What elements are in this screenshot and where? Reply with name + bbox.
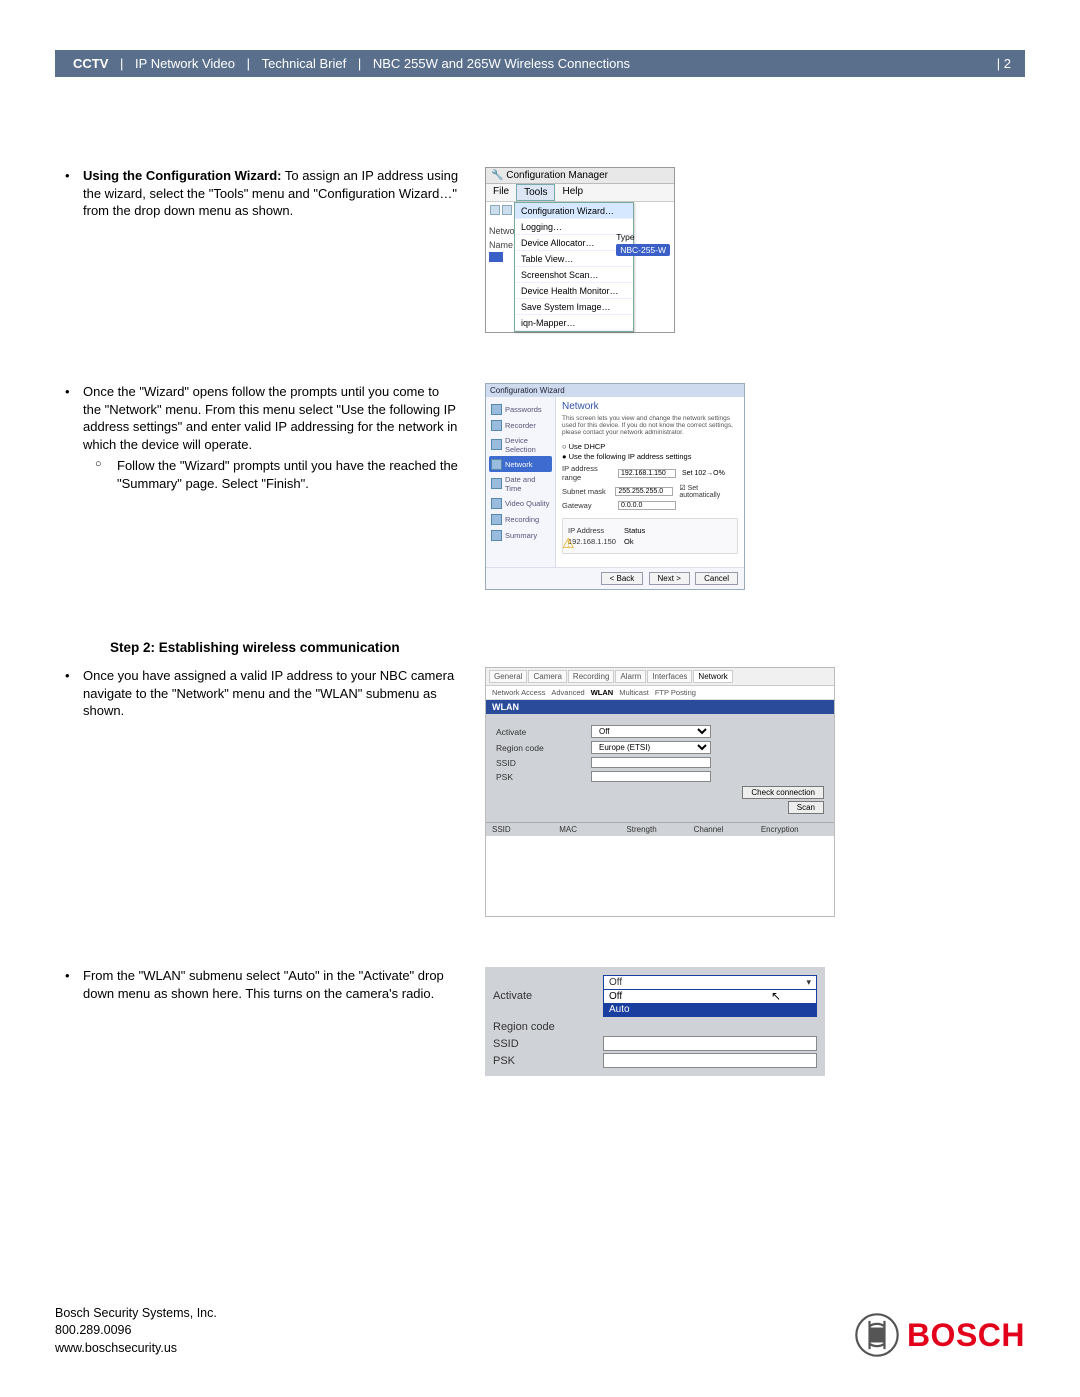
step2-heading: Step 2: Establishing wireless communicat… [110,640,1025,655]
dd-device-health[interactable]: Device Health Monitor… [515,283,633,299]
fig-config-manager: 🔧 Configuration Manager File Tools Help … [485,167,675,333]
ip-input[interactable] [618,469,676,478]
bosch-logo: BOSCH [855,1313,1025,1357]
page-number: | 2 [997,56,1011,71]
page-header: CCTV | IP Network Video | Technical Brie… [55,50,1025,77]
sidebar-network[interactable]: Network [489,456,552,472]
footer-phone: 800.289.0096 [55,1322,217,1340]
psk-input[interactable] [591,771,711,782]
fig-wlan-panel: GeneralCameraRecordingAlarmInterfacesNet… [485,667,835,917]
region-select[interactable]: Europe (ETSI) [591,741,711,754]
dd-save-system[interactable]: Save System Image… [515,299,633,315]
activate-options[interactable]: Off Auto [603,990,817,1017]
bullet-wlan-submenu: Once you have assigned a valid IP addres… [83,667,460,720]
dd-config-wizard[interactable]: Configuration Wizard… [515,203,633,219]
bullet-network-wizard: Once the "Wizard" opens follow the promp… [83,383,460,492]
sub-tabs[interactable]: Network AccessAdvancedWLANMulticastFTP P… [486,686,834,700]
subtab-wlan[interactable]: WLAN [588,688,617,697]
main-tabs[interactable]: GeneralCameraRecordingAlarmInterfacesNet… [486,668,834,686]
ssid-input[interactable] [591,757,711,768]
subnet-input[interactable] [615,487,673,496]
menu-tools[interactable]: Tools [516,184,555,201]
psk-input-2[interactable] [603,1053,817,1068]
ssid-input-2[interactable] [603,1036,817,1051]
bullet-activate-auto: From the "WLAN" submenu select "Auto" in… [83,967,460,1002]
crumb-lead: CCTV [69,56,112,71]
fig-network-wizard: Configuration Wizard Passwords Recorder … [485,383,745,590]
tab-network[interactable]: Network [693,670,732,683]
crumb-2: Technical Brief [258,56,351,71]
dd-screenshot-scan[interactable]: Screenshot Scan… [515,267,633,283]
page-footer: Bosch Security Systems, Inc. 800.289.009… [55,1305,1025,1358]
bullet-config-wizard: Using the Configuration Wizard: To assig… [83,167,460,220]
wlan-table-body [486,836,834,916]
cancel-button[interactable]: Cancel [695,572,738,585]
back-button[interactable]: < Back [601,572,644,585]
breadcrumbs: CCTV | IP Network Video | Technical Brie… [69,56,634,71]
gateway-input[interactable] [618,501,676,510]
footer-company: Bosch Security Systems, Inc. [55,1305,217,1323]
wlan-table-header: SSIDMACStrengthChannelEncryption [486,822,834,836]
footer-url: www.boschsecurity.us [55,1340,217,1358]
menu-help[interactable]: Help [555,184,590,201]
sub-bullet-finish: Follow the "Wizard" prompts until you ha… [117,457,460,492]
dd-iqn-mapper[interactable]: iqn-Mapper… [515,315,633,331]
next-button[interactable]: Next > [649,572,690,585]
wlan-section-head: WLAN [486,700,834,714]
opt-off[interactable]: Off [604,990,816,1003]
fig-activate-dropdown: Activate Off Off Auto ↖ Region code SSID… [485,967,825,1076]
menubar[interactable]: File Tools Help [486,184,674,202]
crumb-3: NBC 255W and 265W Wireless Connections [369,56,634,71]
pane-title: Network [562,401,738,412]
window-title: 🔧 Configuration Manager [486,168,674,184]
crumb-1: IP Network Video [131,56,239,71]
bosch-icon [855,1313,899,1357]
warning-icon [562,535,576,549]
menu-file[interactable]: File [486,184,516,201]
activate-select[interactable]: Off [591,725,711,738]
scan-button[interactable]: Scan [788,801,824,814]
bosch-wordmark: BOSCH [907,1317,1025,1354]
cursor-icon: ↖ [771,989,781,1003]
opt-auto[interactable]: Auto [604,1003,816,1016]
wizard-sidebar[interactable]: Passwords Recorder Device Selection Netw… [486,397,556,567]
tools-dropdown[interactable]: Configuration Wizard… Logging… Device Al… [514,202,634,332]
activate-selectbox[interactable]: Off [603,975,817,990]
check-connection-button[interactable]: Check connection [742,786,824,799]
